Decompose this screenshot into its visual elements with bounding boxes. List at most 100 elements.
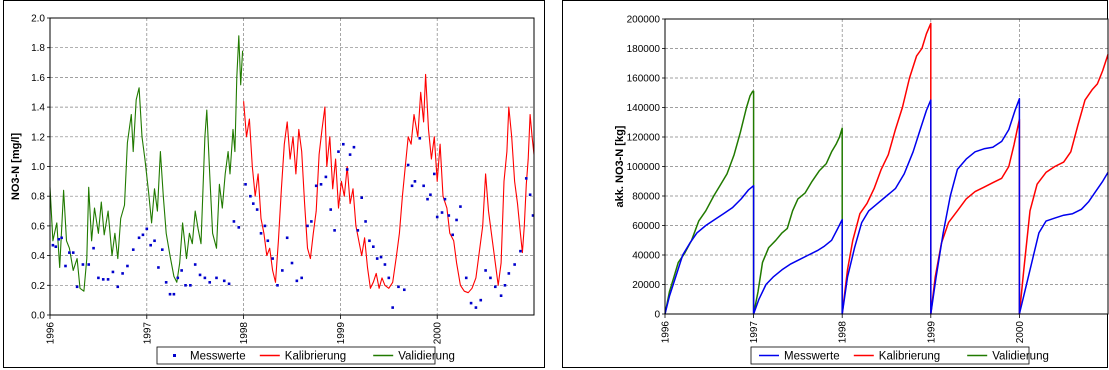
data-point-messwerte bbox=[60, 236, 63, 240]
data-point-messwerte bbox=[413, 180, 417, 183]
x-tick-label: 2000 bbox=[1015, 321, 1026, 344]
data-point-messwerte bbox=[222, 279, 226, 283]
data-point-messwerte bbox=[375, 257, 379, 260]
data-point-messwerte bbox=[263, 224, 267, 228]
data-point-messwerte bbox=[459, 205, 462, 208]
data-point-messwerte bbox=[319, 183, 323, 186]
y-tick-label: 100000 bbox=[627, 162, 661, 173]
legend: Messwerte Kalibrierung Validierung bbox=[156, 346, 455, 365]
y-tick-label: 140000 bbox=[627, 103, 661, 114]
y-tick-label: 0 bbox=[654, 310, 660, 321]
data-point-messwerte bbox=[528, 193, 532, 197]
data-point-messwerte bbox=[259, 232, 263, 235]
x-tick-label: 1998 bbox=[239, 322, 250, 345]
data-point-messwerte bbox=[160, 248, 164, 251]
data-point-messwerte bbox=[249, 194, 252, 198]
data-point-messwerte bbox=[329, 208, 333, 211]
data-point-messwerte bbox=[232, 220, 236, 223]
legend-box bbox=[156, 346, 436, 365]
x-tick-label: 1997 bbox=[142, 322, 153, 345]
data-point-messwerte bbox=[227, 282, 231, 286]
data-point-messwerte bbox=[168, 292, 172, 296]
y-tick-label: 1.2 bbox=[31, 132, 45, 143]
data-point-messwerte bbox=[137, 236, 141, 240]
data-point-messwerte bbox=[368, 239, 371, 243]
no3-cumulative-load-chart-svg: 0 20000 40000 60000 80000 100000 120000 140000 1… bbox=[614, 15, 1109, 365]
x-tick-label: 1999 bbox=[336, 322, 347, 345]
data-point-messwerte bbox=[464, 276, 468, 280]
y-axis-label: NO3-N [mg/l] bbox=[10, 133, 22, 201]
data-point-messwerte bbox=[189, 284, 192, 287]
y-tick-label: 180000 bbox=[627, 44, 661, 55]
data-point-messwerte bbox=[145, 227, 149, 231]
data-point-messwerte bbox=[345, 168, 349, 171]
x-tick-label: 2000 bbox=[433, 322, 444, 345]
data-point-messwerte bbox=[503, 284, 507, 287]
data-point-messwerte bbox=[153, 239, 156, 243]
data-point-messwerte bbox=[402, 288, 406, 292]
data-point-messwerte bbox=[164, 281, 168, 284]
data-point-messwerte bbox=[295, 279, 299, 283]
data-point-messwerte bbox=[314, 184, 318, 188]
data-point-messwerte bbox=[443, 197, 447, 201]
data-point-messwerte bbox=[410, 184, 414, 188]
data-point-messwerte bbox=[300, 276, 303, 280]
data-point-messwerte bbox=[193, 263, 197, 266]
data-point-messwerte bbox=[131, 248, 135, 251]
x-tick-label: 1997 bbox=[749, 321, 760, 344]
legend-label-validierung: Validierung bbox=[398, 351, 455, 363]
y-tick-label: 160000 bbox=[627, 74, 661, 85]
data-point-messwerte bbox=[180, 269, 183, 272]
data-point-messwerte bbox=[97, 276, 100, 280]
data-point-messwerte bbox=[387, 276, 391, 280]
y-tick-label: 0.4 bbox=[31, 251, 45, 262]
data-point-messwerte bbox=[276, 284, 279, 287]
data-point-messwerte bbox=[266, 239, 270, 243]
data-point-messwerte bbox=[356, 229, 360, 232]
data-point-messwerte bbox=[524, 177, 528, 180]
data-point-messwerte bbox=[422, 184, 425, 188]
data-point-messwerte bbox=[306, 224, 309, 228]
data-point-messwerte bbox=[176, 276, 180, 280]
no3-cumulative-load-chart: 0 20000 40000 60000 80000 100000 120000 140000 1… bbox=[562, 0, 1109, 368]
no3-concentration-chart-svg: 0.0 0.2 0.4 0.6 0.8 1.0 1.2 1.4 1.6 1.8 2.0 1996 199… bbox=[10, 14, 535, 365]
data-point-messwerte bbox=[333, 229, 336, 232]
data-point-messwerte bbox=[352, 145, 356, 149]
data-point-messwerte bbox=[215, 276, 218, 280]
data-point-messwerte bbox=[360, 196, 363, 199]
y-tick-label: 80000 bbox=[632, 192, 660, 203]
data-point-messwerte bbox=[184, 284, 187, 287]
data-point-messwerte bbox=[519, 249, 522, 253]
data-point-messwerte bbox=[489, 276, 492, 280]
data-point-messwerte bbox=[499, 294, 503, 297]
data-point-messwerte bbox=[203, 276, 207, 280]
data-point-messwerte bbox=[290, 261, 294, 265]
data-point-messwerte bbox=[51, 243, 55, 247]
legend-marker-messwerte bbox=[173, 354, 176, 357]
data-point-messwerte bbox=[141, 233, 145, 237]
data-point-messwerte bbox=[474, 306, 478, 309]
data-point-messwerte bbox=[426, 197, 429, 201]
series-line-validierung bbox=[49, 35, 244, 292]
y-tick-label: 60000 bbox=[632, 221, 660, 232]
data-point-messwerte bbox=[372, 245, 375, 248]
y-tick-label: 1.8 bbox=[31, 43, 45, 54]
data-point-messwerte bbox=[208, 281, 212, 284]
data-point-messwerte bbox=[469, 301, 473, 305]
data-point-messwerte bbox=[251, 202, 255, 205]
y-tick-label: 20000 bbox=[632, 280, 660, 291]
axes-frame bbox=[664, 18, 1109, 315]
data-point-messwerte bbox=[157, 266, 160, 269]
data-point-messwerte bbox=[364, 220, 367, 223]
y-tick-label: 2.0 bbox=[31, 14, 45, 25]
series-line-kalibrierung bbox=[841, 22, 1109, 315]
data-point-messwerte bbox=[271, 257, 274, 260]
data-point-messwerte bbox=[484, 269, 487, 272]
y-tick-label: 0.6 bbox=[31, 221, 45, 232]
legend-box bbox=[750, 346, 1030, 365]
x-tick-label: 1999 bbox=[926, 321, 937, 344]
data-point-messwerte bbox=[440, 211, 444, 214]
data-point-messwerte bbox=[418, 136, 422, 140]
data-point-messwerte bbox=[126, 264, 129, 268]
data-point-messwerte bbox=[255, 208, 259, 211]
